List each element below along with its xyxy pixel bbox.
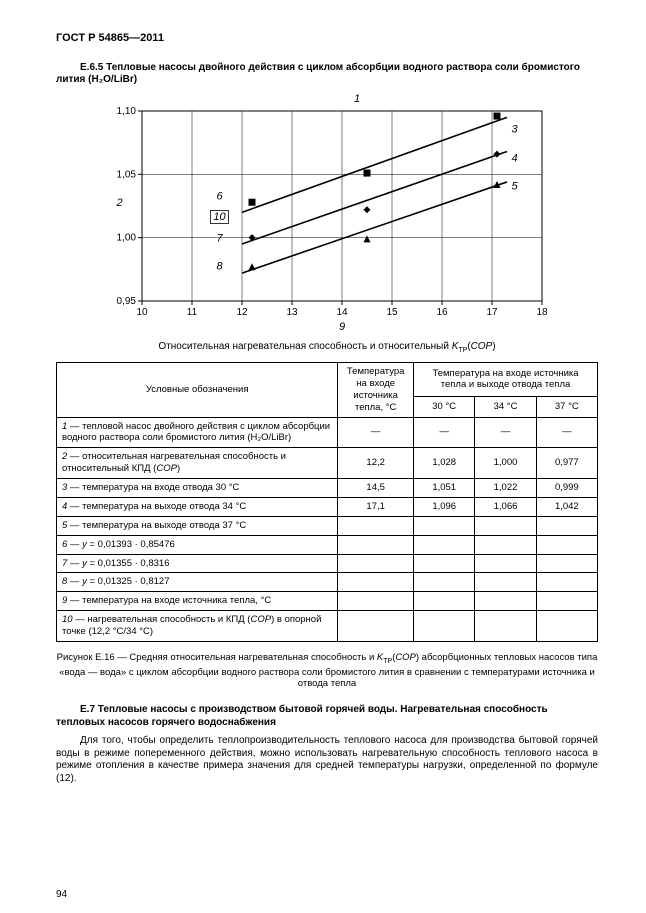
cell-value: 0,977 [536, 448, 597, 479]
cell-value: 1,066 [475, 497, 536, 516]
cell-value [536, 535, 597, 554]
th-34: 34 °С [475, 396, 536, 417]
cell-value [414, 611, 475, 642]
svg-text:4: 4 [511, 152, 517, 164]
table-row: 6 — y = 0,01393 · 0,85476 [57, 535, 598, 554]
chart-axis-caption: Относительная нагревательная способность… [56, 341, 598, 356]
table-row: 10 — нагревательная способность и КПД (C… [57, 611, 598, 642]
svg-text:18: 18 [536, 307, 548, 318]
svg-text:3: 3 [511, 123, 518, 135]
row-label: 8 — y = 0,01325 · 0,8127 [57, 573, 338, 592]
svg-text:10: 10 [136, 307, 148, 318]
doc-header: ГОСТ Р 54865—2011 [56, 32, 598, 46]
cell-temp [338, 573, 414, 592]
section-e7-title: Е.7 Тепловые насосы с производством быто… [56, 704, 598, 729]
th-37: 37 °С [536, 396, 597, 417]
svg-text:15: 15 [386, 307, 398, 318]
chart-figure: 1011121314151617180,951,001,051,10123456… [92, 93, 562, 338]
legend-table: Условные обозначения Температура на вход… [56, 362, 598, 642]
svg-text:14: 14 [336, 307, 348, 318]
table-row: 4 — температура на выходе отвода 34 °С17… [57, 497, 598, 516]
svg-text:6: 6 [216, 190, 223, 202]
row-label: 9 — температура на входе источника тепла… [57, 592, 338, 611]
row-label: 10 — нагревательная способность и КПД (C… [57, 611, 338, 642]
table-row: 8 — y = 0,01325 · 0,8127 [57, 573, 598, 592]
row-label: 5 — температура на выходе отвода 37 °С [57, 516, 338, 535]
cell-value [475, 592, 536, 611]
cell-temp: — [338, 417, 414, 448]
cell-temp [338, 516, 414, 535]
cell-value: 1,051 [414, 479, 475, 498]
cell-value: — [475, 417, 536, 448]
svg-text:1,00: 1,00 [117, 232, 137, 243]
cell-value: 1,000 [475, 448, 536, 479]
svg-text:8: 8 [216, 260, 223, 272]
row-label: 1 — тепловой насос двойного действия с ц… [57, 417, 338, 448]
svg-text:7: 7 [216, 232, 223, 244]
chart-caption-text: Относительная нагревательная способность… [158, 341, 495, 352]
cell-temp: 17,1 [338, 497, 414, 516]
cell-value [475, 554, 536, 573]
cell-value [475, 573, 536, 592]
svg-text:1: 1 [354, 93, 360, 105]
cell-value: 1,022 [475, 479, 536, 498]
svg-text:0,95: 0,95 [117, 296, 137, 307]
cell-value [536, 611, 597, 642]
th-30: 30 °С [414, 396, 475, 417]
row-label: 6 — y = 0,01393 · 0,85476 [57, 535, 338, 554]
cell-value [414, 573, 475, 592]
cell-value [414, 535, 475, 554]
th-temp-source: Температура на входе источника тепла, °С [338, 363, 414, 418]
section-e7-body: Для того, чтобы определить теплопроизвод… [56, 735, 598, 785]
cell-value: 1,028 [414, 448, 475, 479]
section-e65-title: Е.6.5 Тепловые насосы двойного действия … [56, 62, 598, 87]
table-row: 2 — относительная нагревательная способн… [57, 448, 598, 479]
svg-text:9: 9 [339, 321, 345, 333]
cell-value [414, 516, 475, 535]
cell-value [475, 516, 536, 535]
cell-temp [338, 535, 414, 554]
svg-text:17: 17 [486, 307, 498, 318]
svg-text:16: 16 [436, 307, 448, 318]
cell-temp [338, 554, 414, 573]
cell-value: 1,096 [414, 497, 475, 516]
table-row: 9 — температура на входе источника тепла… [57, 592, 598, 611]
cell-temp: 14,5 [338, 479, 414, 498]
svg-text:5: 5 [511, 180, 518, 192]
table-row: 1 — тепловой насос двойного действия с ц… [57, 417, 598, 448]
cell-value [475, 535, 536, 554]
row-label: 2 — относительная нагревательная способн… [57, 448, 338, 479]
table-row: 3 — температура на входе отвода 30 °С14,… [57, 479, 598, 498]
table-row: 7 — y = 0,01355 · 0,8316 [57, 554, 598, 573]
cell-value [414, 554, 475, 573]
cell-temp [338, 611, 414, 642]
row-label: 4 — температура на выходе отвода 34 °С [57, 497, 338, 516]
cell-temp: 12,2 [338, 448, 414, 479]
page-number: 94 [56, 889, 67, 902]
svg-text:1,05: 1,05 [117, 169, 137, 180]
svg-text:12: 12 [236, 307, 248, 318]
svg-text:2: 2 [115, 197, 122, 209]
cell-value [414, 592, 475, 611]
cell-temp [338, 592, 414, 611]
svg-text:13: 13 [286, 307, 298, 318]
row-label: 7 — y = 0,01355 · 0,8316 [57, 554, 338, 573]
th-legend: Условные обозначения [57, 363, 338, 418]
cell-value: 1,042 [536, 497, 597, 516]
cell-value: 0,999 [536, 479, 597, 498]
cell-value: — [536, 417, 597, 448]
cell-value [536, 592, 597, 611]
cell-value [536, 554, 597, 573]
figure-caption: Рисунок Е.16 — Средняя относительная наг… [56, 652, 598, 690]
cell-value: — [414, 417, 475, 448]
cell-value [536, 573, 597, 592]
cell-value [475, 611, 536, 642]
svg-text:11: 11 [187, 307, 198, 318]
row-label: 3 — температура на входе отвода 30 °С [57, 479, 338, 498]
cell-value [536, 516, 597, 535]
svg-text:1,10: 1,10 [117, 106, 137, 117]
svg-text:10: 10 [213, 211, 226, 223]
table-row: 5 — температура на выходе отвода 37 °С [57, 516, 598, 535]
th-span: Температура на входе источника тепла и в… [414, 363, 598, 397]
